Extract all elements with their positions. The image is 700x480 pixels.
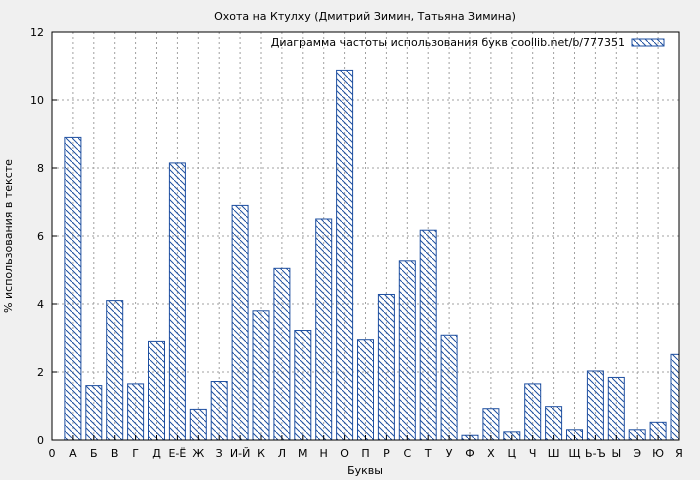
- bar-Г: [127, 383, 145, 441]
- x-tick-label: Н: [320, 447, 328, 460]
- legend-swatch: [631, 38, 665, 47]
- bar-И-Й: [231, 204, 249, 441]
- bar-С: [398, 260, 416, 441]
- bar-У: [440, 334, 458, 441]
- bar-Н: [315, 218, 333, 441]
- bar-О: [336, 69, 354, 441]
- x-tick-label: Т: [424, 447, 432, 460]
- x-tick-label: А: [69, 447, 77, 460]
- x-tick-label: О: [340, 447, 349, 460]
- x-tick-label: П: [361, 447, 369, 460]
- x-origin-label: 0: [49, 447, 56, 460]
- x-tick-label: Х: [487, 447, 495, 460]
- x-tick-label: Э: [633, 447, 641, 460]
- y-axis-ticks: 0 2 4 6 8 10 12: [30, 26, 57, 447]
- x-tick-label: Б: [90, 447, 98, 460]
- x-axis-label: Буквы: [347, 464, 383, 477]
- bar-Ы: [607, 376, 625, 441]
- x-tick-label: Г: [132, 447, 139, 460]
- chart-title: Охота на Ктулху (Дмитрий Зимин, Татьяна …: [214, 10, 516, 23]
- bar-П: [357, 339, 374, 441]
- legend: Диаграмма частоты использования букв coo…: [271, 36, 665, 49]
- bar-Р: [377, 293, 395, 441]
- x-tick-label: К: [257, 447, 265, 460]
- y-tick-label: 10: [30, 94, 44, 107]
- y-axis-label: % использования в тексте: [2, 159, 15, 313]
- x-tick-label: Ы: [611, 447, 621, 460]
- bar-Б: [85, 385, 103, 441]
- x-axis-ticks: 0 А Б В Г Д Е-Ё Ж З И-Й К Л М Н О П Р С Т У Ф Х Ц Ч Ш Щ Ь-Ъ Ы Э Ю Я: [49, 435, 683, 460]
- y-tick-label: 0: [37, 434, 44, 447]
- x-tick-label: Ф: [465, 447, 474, 460]
- bar-Я: [670, 353, 680, 441]
- x-tick-label: З: [216, 447, 223, 460]
- x-tick-label: М: [298, 447, 308, 460]
- bar-Д: [148, 340, 165, 441]
- x-tick-label: Д: [152, 447, 161, 460]
- x-tick-label: Р: [383, 447, 390, 460]
- y-tick-label: 12: [30, 26, 44, 39]
- x-tick-label: Л: [278, 447, 286, 460]
- x-tick-label: Ж: [192, 447, 204, 460]
- bar-М: [294, 330, 312, 441]
- y-tick-label: 4: [37, 298, 44, 311]
- bar-Ч: [524, 383, 542, 441]
- bar-А: [64, 136, 82, 441]
- y-tick-label: 2: [37, 366, 44, 379]
- x-tick-label: Я: [675, 447, 683, 460]
- legend-label: Диаграмма частоты использования букв coo…: [271, 36, 625, 49]
- y-tick-label: 8: [37, 162, 44, 175]
- x-tick-label: И-Й: [230, 447, 250, 460]
- bar-Т: [419, 229, 437, 441]
- x-tick-label: Ь-Ъ: [585, 447, 606, 460]
- y-tick-label: 6: [37, 230, 44, 243]
- bar-Л: [273, 267, 291, 441]
- bar-Ь-Ъ: [586, 370, 604, 441]
- x-tick-label: С: [403, 447, 411, 460]
- x-tick-label: Е-Ё: [168, 447, 186, 460]
- x-tick-label: В: [111, 447, 119, 460]
- x-tick-label: Ш: [548, 447, 560, 460]
- bar-Е-Ё: [168, 162, 186, 441]
- x-tick-label: Ч: [529, 447, 537, 460]
- x-tick-label: Ю: [652, 447, 664, 460]
- bar-З: [210, 381, 228, 441]
- x-tick-label: Щ: [568, 447, 580, 460]
- x-tick-label: Ц: [508, 447, 517, 460]
- bar-В: [106, 300, 124, 441]
- x-tick-label: У: [446, 447, 453, 460]
- bar-К: [252, 310, 270, 441]
